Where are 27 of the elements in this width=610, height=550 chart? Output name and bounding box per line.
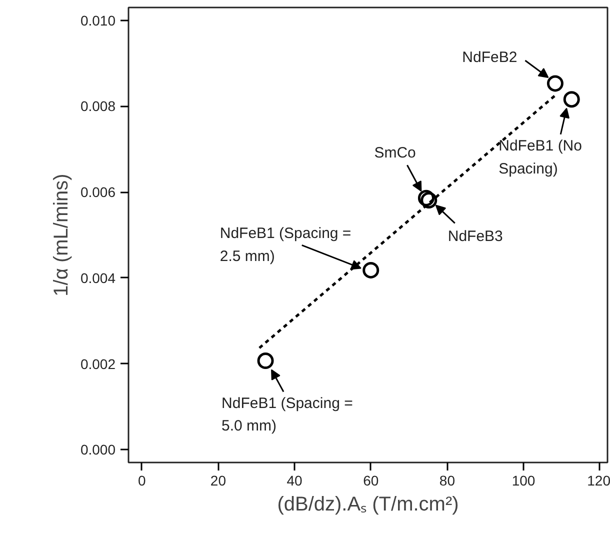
point (418, 190, 434, 206)
point (420, 192, 438, 208)
x-tick-label: 40 (286, 472, 303, 488)
x-axis-title: (dB/dz).Aₛ (T/m.cm²) (277, 494, 459, 516)
annotation: SmCo (374, 144, 416, 162)
point (257, 352, 274, 370)
x-tick-label: 60 (363, 472, 379, 488)
point (546, 75, 564, 92)
point (563, 91, 580, 108)
point (362, 262, 380, 278)
annotation: NdFeB2 (462, 48, 518, 66)
x-tick-label: 120 (587, 472, 610, 488)
x-tick-label: 0 (138, 472, 146, 488)
x-tick-label: 100 (512, 472, 536, 488)
y-tick-label: 0.006 (80, 184, 116, 200)
y-tick-label: 0.010 (80, 12, 116, 28)
y-tick-label: 0.004 (80, 270, 116, 286)
annotation: NdFeB3 (448, 228, 503, 246)
y-axis-title: 1/α (mL/mins) (50, 174, 72, 296)
y-tick-label: 0.002 (80, 356, 116, 372)
x-tick-label: 20 (210, 472, 226, 488)
annotation: NdFeB1 (Spacing = 2.5 mm) (220, 225, 352, 266)
annotation: NdFeB1 (Spacing = 5.0 mm) (222, 394, 354, 435)
annotation: NdFeB1 (No Spacing) (498, 137, 582, 178)
y-tick-label: 0.000 (80, 442, 116, 458)
x-tick-label: 80 (439, 472, 456, 488)
y-tick-label: 0.008 (80, 98, 116, 114)
